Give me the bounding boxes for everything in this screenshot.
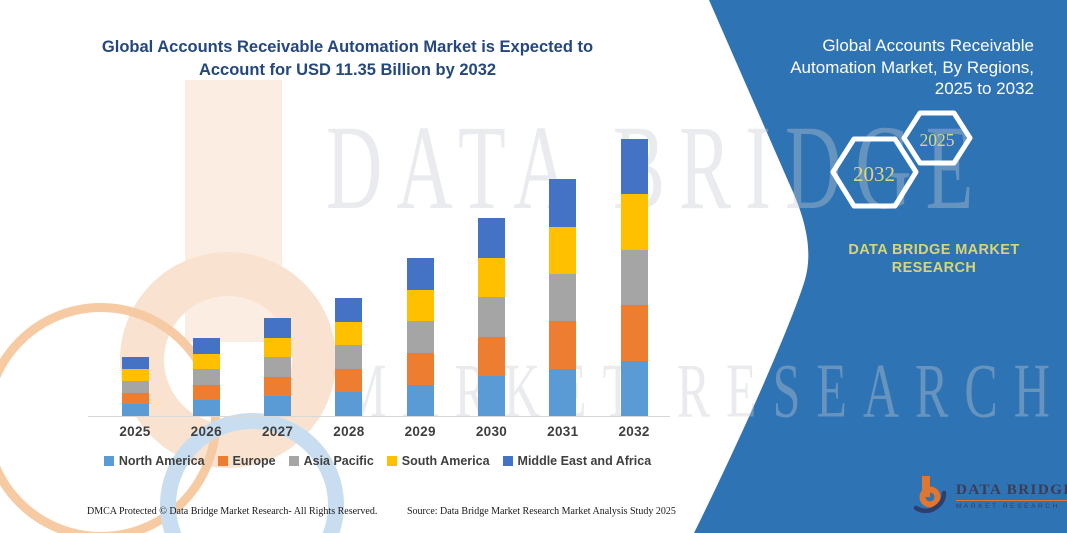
bar-segment-south-america <box>478 257 505 298</box>
bar-segment-south-america <box>121 368 149 381</box>
x-axis-label: 2030 <box>475 424 508 439</box>
panel-title-line3: 2025 to 2032 <box>934 79 1034 98</box>
bar-segment-middle-east-and-africa <box>264 318 292 338</box>
bar-segment-asia-pacific <box>406 321 434 354</box>
hexagon-2025-label: 2025 <box>920 130 955 150</box>
legend-swatch <box>502 456 513 466</box>
side-panel-polygon <box>694 0 1067 533</box>
bar-segment-south-america <box>549 226 577 274</box>
legend-item: Europe <box>217 454 276 468</box>
bar-segment-europe <box>192 384 220 401</box>
x-axis-label: 2031 <box>547 424 579 439</box>
brand-text-line2: RESEARCH <box>891 259 977 276</box>
bar-segment-asia-pacific <box>335 344 363 369</box>
legend-label: Asia Pacific <box>303 454 374 468</box>
bar-segment-north-america <box>406 384 434 416</box>
footer-source: Source: Data Bridge Market Research Mark… <box>407 506 676 517</box>
footer-dmca: DMCA Protected © Data Bridge Market Rese… <box>87 506 378 517</box>
bar-segment-north-america <box>264 396 292 416</box>
dbmr-logo-mark-icon <box>913 476 947 513</box>
x-axis-line <box>88 416 670 417</box>
x-axis-label: 2026 <box>190 424 222 439</box>
legend-item: Middle East and Africa <box>502 454 652 468</box>
bar-segment-north-america <box>335 392 363 416</box>
bar-segment-north-america <box>192 400 220 416</box>
dbmr-logo-text: DATA BRIDGE MARKET RESEARCH <box>956 482 1067 510</box>
legend-item: South America <box>386 454 490 468</box>
bar-segment-north-america <box>549 368 577 416</box>
bar-segment-north-america <box>620 360 648 416</box>
x-axis-label: 2027 <box>261 424 294 439</box>
legend-swatch <box>386 456 397 466</box>
bar-segment-europe <box>478 336 505 377</box>
bar-segment-north-america <box>121 404 149 416</box>
legend-swatch <box>217 456 228 466</box>
dbmr-logo-tagline: MARKET RESEARCH <box>956 503 1060 510</box>
bar-segment-europe <box>121 392 149 405</box>
x-axis-label: 2025 <box>119 424 151 439</box>
bar-segment-asia-pacific <box>192 369 220 385</box>
legend-label: Middle East and Africa <box>517 454 652 468</box>
hexagon-2025 <box>901 110 973 166</box>
bar-segment-middle-east-and-africa <box>335 297 363 322</box>
hexagon-2032 <box>830 136 919 209</box>
bar-segment-asia-pacific <box>264 357 292 377</box>
legend: North America Europe Asia Pacific South Ame… <box>85 454 670 468</box>
legend-label: South America <box>401 454 490 468</box>
chart-title-line1: Global Accounts Receivable Automation Ma… <box>101 38 594 56</box>
bar-segment-middle-east-and-africa <box>192 338 220 354</box>
x-axis-label: 2029 <box>404 424 436 439</box>
bar-segment-south-america <box>406 289 434 322</box>
panel-title-line1: Global Accounts Receivable <box>822 36 1034 55</box>
bar-segment-north-america <box>478 376 505 416</box>
bar-segment-europe <box>406 353 434 385</box>
legend-item: North America <box>103 454 205 468</box>
bar-segment-europe <box>335 368 363 393</box>
x-axis-label: 2032 <box>618 424 650 439</box>
x-axis-label: 2028 <box>333 424 365 439</box>
bar-segment-middle-east-and-africa <box>121 356 149 369</box>
bar-segment-south-america <box>335 321 363 345</box>
chart-title-line2: Account for USD 11.35 Billion by 2032 <box>198 61 497 79</box>
brand-text: DATA BRIDGE MARKET RESEARCH <box>828 242 1040 277</box>
bar-segment-europe <box>264 376 292 397</box>
bar-segment-asia-pacific <box>549 273 577 322</box>
chart-title: Global Accounts Receivable Automation Ma… <box>55 36 640 82</box>
bar-segment-middle-east-and-africa <box>406 258 434 290</box>
legend-swatch <box>288 456 299 466</box>
bar-segment-europe <box>549 321 577 369</box>
bar-segment-asia-pacific <box>121 380 149 393</box>
bar-segment-middle-east-and-africa <box>549 179 577 227</box>
bar-segment-south-america <box>620 194 648 250</box>
bar-segment-south-america <box>264 337 292 358</box>
bar-segment-europe <box>620 305 648 361</box>
bar-segment-asia-pacific <box>620 249 648 306</box>
dbmr-logo: DATA BRIDGE MARKET RESEARCH <box>913 473 1067 513</box>
legend-swatch <box>103 456 114 466</box>
hexagon-2032-label: 2032 <box>853 162 895 186</box>
bar-segment-south-america <box>192 353 220 370</box>
bar-segment-middle-east-and-africa <box>620 139 648 195</box>
panel-title: Global Accounts Receivable Automation Ma… <box>734 35 1034 100</box>
legend-item: Asia Pacific <box>288 454 374 468</box>
legend-label: North America <box>118 454 205 468</box>
legend-label: Europe <box>232 454 276 468</box>
bar-segment-middle-east-and-africa <box>478 218 505 258</box>
panel-title-line2: Automation Market, By Regions, <box>790 57 1034 77</box>
dbmr-logo-name: DATA BRIDGE <box>956 482 1067 501</box>
brand-text-line1: DATA BRIDGE MARKET <box>848 242 1020 258</box>
bar-segment-asia-pacific <box>478 297 505 337</box>
